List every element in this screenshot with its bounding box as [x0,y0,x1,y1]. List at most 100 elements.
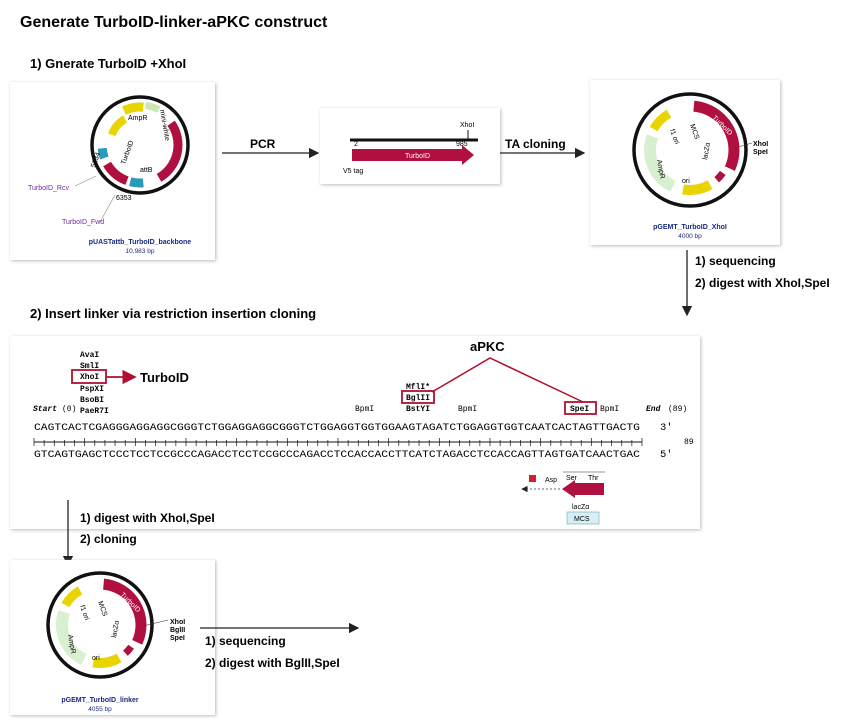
feature-arc [61,586,83,608]
feature-label: lacZα [702,142,712,160]
enzyme-label: XhoI [80,373,99,382]
leader [142,619,169,627]
site-label: SpeI [753,149,768,156]
feature-label: lacZα [111,620,121,638]
panel [590,80,780,245]
plasmid-circle [90,95,190,195]
plasmid-name: pGEMT_TurboID_XhoI [653,224,727,231]
feature-arc [144,101,161,113]
enzyme-label: MflI* [406,383,430,392]
site-label: XhoI [170,619,185,626]
leader [734,142,753,149]
feature-arc [103,161,129,185]
plasmid-size: 10,983 bp [126,248,155,255]
plasmid-circle [46,571,154,679]
feature-arc [693,100,740,171]
feature-label: AmpR [655,159,665,179]
start-position: (0) [62,405,76,414]
plasmid-size: 4055 bp [88,706,112,713]
plasmid-circle [632,92,748,208]
feature-label: MCS [574,516,590,523]
feature-arc [682,180,713,195]
step-heading: 1) Gnerate TurboID +XhoI [30,56,186,71]
feature-label: 6353 [116,195,132,202]
feature-label: ori [682,178,690,185]
enzyme-label: BstYI [406,405,430,414]
feature-arc [56,609,87,665]
strand-end: 5' [660,449,673,461]
step-text: 2) digest with BglII,SpeI [205,656,340,670]
feature-arrow [352,145,474,165]
panel [320,108,500,184]
primer-label: TurboID_Fwd [62,219,104,226]
enzyme-label: SpeI [570,405,589,414]
sequence-bottom: GTCAGTGAGCTCCCTCCTCCGCCCAGACCTCCTCCGCCCA… [34,449,640,461]
ruler-ticks [33,438,643,446]
feature-arc [644,134,676,192]
feature-arc [97,147,109,160]
feature-arc [129,177,144,188]
tag-label: V5 tag [343,168,363,175]
enzyme-label: BglII [406,394,430,403]
title: Generate TurboID-linker-aPKC construct [20,14,328,31]
enzyme-label: SmlI [80,362,99,371]
step-text: 1) sequencing [205,634,286,648]
enzyme-label: BsoBI [80,396,104,405]
connector [431,357,584,403]
site-label: SpeI [170,635,185,642]
enzyme-label: BpmI [458,405,477,414]
step-text: 1) sequencing [695,254,776,268]
feature-arc [156,120,183,182]
feature-label: 5234 [90,152,102,169]
feature-label: TurboID [405,153,430,160]
highlight-box [401,390,435,404]
enzyme-label: AvaI [80,351,99,360]
feature-label: AmpR [66,634,76,654]
strand-end: 3' [660,422,673,434]
target-label: aPKC [470,339,505,354]
feature-arrow [562,480,604,498]
feature-box [566,511,600,525]
feature-arc [92,653,122,668]
step-text: 2) cloning [80,532,137,546]
feature-arc [649,109,672,132]
leader [74,175,97,187]
enzyme-label: PaeR7I [80,407,109,416]
site-label: XhoI [460,122,474,129]
step-heading: 2) Insert linker via restriction inserti… [30,306,316,321]
feature-arc [123,644,134,656]
amino-acid: Ser [566,475,578,482]
plasmid-name: pGEMT_TurboID_linker [61,697,139,704]
plasmid-size: 4000 bp [678,233,702,240]
ruler-end: 89 [684,438,694,447]
enzyme-label: BpmI [600,405,619,414]
sequence-top: CAGTCACTCGAGGGAGGAGGCGGGTCTGGAGGAGGCGGGT… [34,422,640,434]
feature-arc [714,170,726,183]
position-label: 2 [354,141,358,148]
amino-acid: Asp [545,477,557,484]
end-position: (89) [668,405,687,414]
arrow-label: TA cloning [505,137,566,151]
feature-label: AmpR [128,115,147,122]
step-text: 2) digest with XhoI,SpeI [695,276,830,290]
end-label: End [646,405,661,414]
enzyme-label: BpmI [355,405,374,414]
feature-arc [102,578,147,645]
leader [99,194,116,223]
site-label: XhoI [753,141,768,148]
plasmid-name: pUASTattb_TurboID_backbone [89,239,192,246]
primer-label: TurboID_Rcv [28,185,69,192]
feature-arc [108,115,128,137]
arrow-label: PCR [250,137,276,151]
site-label: BglII [170,627,185,634]
feature-arc [122,102,144,115]
feature-label: ori [92,655,100,662]
stop-marker [529,475,536,482]
highlight-box [564,401,597,415]
amino-acid: Thr [588,475,599,482]
enzyme-label: PspXI [80,385,104,394]
panel [10,336,700,529]
start-label: Start [33,405,57,414]
feature-label: attB [140,167,153,174]
